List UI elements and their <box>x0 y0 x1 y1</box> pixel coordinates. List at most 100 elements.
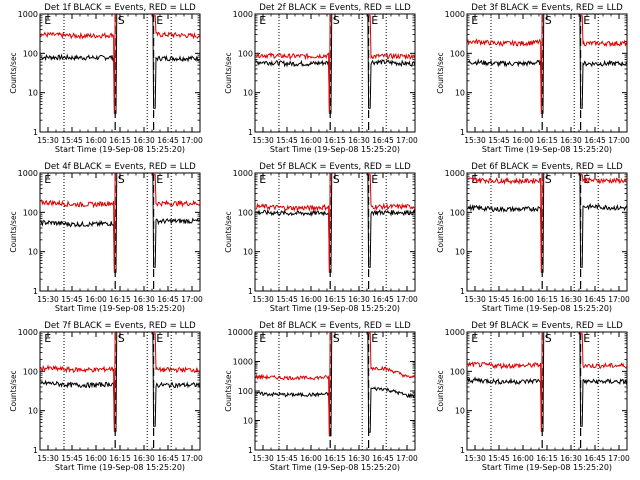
panel-title: Det 1f BLACK = Events, RED = LLD <box>44 3 196 13</box>
x-tick-label: 16:00 <box>512 136 534 145</box>
event-marker: E <box>44 14 51 27</box>
event-marker: E <box>371 332 378 345</box>
panel-title: Det 9f BLACK = Events, RED = LLD <box>471 321 623 331</box>
x-tick-label: 17:00 <box>181 295 203 304</box>
y-tick-label: 1 <box>33 287 38 296</box>
y-tick-label: 10 <box>243 89 253 98</box>
x-tick-label: 17:00 <box>608 295 630 304</box>
y-tick-label: 10 <box>243 248 253 257</box>
lld-series-line <box>467 14 627 114</box>
y-axis-label: Counts/sec <box>436 52 445 93</box>
plot-frame <box>466 13 628 133</box>
x-tick-label: 15:45 <box>488 454 510 463</box>
x-tick-label: 16:15 <box>324 295 346 304</box>
y-axis-label: Counts/sec <box>9 211 18 252</box>
x-axis-label: Start Time (19-Sep-08 15:25:20) <box>482 145 612 154</box>
x-tick-label: 16:45 <box>372 454 394 463</box>
x-tick-label: 15:30 <box>252 136 274 145</box>
event-marker: S <box>333 14 340 27</box>
x-tick-label: 15:30 <box>37 295 59 304</box>
x-tick-label: 16:00 <box>300 454 322 463</box>
x-tick-label: 15:45 <box>276 136 298 145</box>
y-tick-label: 1 <box>460 446 465 455</box>
event-marker: E <box>371 173 378 186</box>
y-tick-label: 1000 <box>18 10 38 19</box>
event-marker: S <box>545 14 552 27</box>
panel-title: Det 3f BLACK = Events, RED = LLD <box>471 3 623 13</box>
lld-series-line <box>40 173 200 273</box>
y-tick-label: 1000 <box>445 328 465 337</box>
events-series-line <box>467 173 627 273</box>
x-tick-label: 17:00 <box>396 454 418 463</box>
x-tick-label: 16:45 <box>157 454 179 463</box>
lld-series-line <box>255 173 415 273</box>
plot-frame <box>466 172 628 292</box>
y-tick-label: 1 <box>460 128 465 137</box>
event-marker: E <box>156 14 163 27</box>
panel-title: Det 7f BLACK = Events, RED = LLD <box>44 321 196 331</box>
y-tick-label: 100 <box>238 49 253 58</box>
x-tick-label: 16:00 <box>512 295 534 304</box>
x-tick-label: 15:30 <box>464 295 486 304</box>
y-tick-label: 10 <box>28 407 38 416</box>
events-series-line <box>40 332 200 432</box>
plot-frame <box>39 13 201 133</box>
x-tick-label: 16:45 <box>584 454 606 463</box>
y-tick-label: 100 <box>238 208 253 217</box>
events-series-line <box>255 332 415 437</box>
event-marker: S <box>118 14 125 27</box>
y-tick-label: 10 <box>455 248 465 257</box>
x-tick-label: 16:45 <box>372 295 394 304</box>
event-marker: S <box>118 332 125 345</box>
detector-panel-3: Det 3f BLACK = Events, RED = LLD 1 10 100 10… <box>436 3 630 154</box>
x-tick-label: 15:30 <box>252 295 274 304</box>
event-marker: E <box>156 332 163 345</box>
y-tick-label: 1 <box>33 446 38 455</box>
plot-frame <box>466 331 628 451</box>
events-series-line <box>40 14 200 114</box>
y-tick-label: 10 <box>455 89 465 98</box>
x-tick-label: 17:00 <box>608 136 630 145</box>
x-tick-label: 15:45 <box>488 136 510 145</box>
x-tick-label: 15:45 <box>488 295 510 304</box>
x-axis-label: Start Time (19-Sep-08 15:25:20) <box>55 145 185 154</box>
detector-panel-4: Det 4f BLACK = Events, RED = LLD 1 10 100 10… <box>9 162 203 313</box>
y-tick-label: 1000 <box>445 10 465 19</box>
events-series-line <box>467 14 627 114</box>
detector-panel-1: Det 1f BLACK = Events, RED = LLD 1 10 100 10… <box>9 3 203 154</box>
x-axis-label: Start Time (19-Sep-08 15:25:20) <box>55 463 185 472</box>
event-marker: E <box>259 173 266 186</box>
plot-frame <box>254 13 416 133</box>
plot-frame <box>254 172 416 292</box>
x-tick-label: 16:00 <box>300 136 322 145</box>
y-tick-label: 1000 <box>445 169 465 178</box>
y-axis-label: Counts/sec <box>9 52 18 93</box>
events-series-line <box>255 14 415 114</box>
x-tick-label: 16:45 <box>584 295 606 304</box>
event-marker: S <box>545 332 552 345</box>
y-tick-label: 1000 <box>233 169 253 178</box>
x-tick-label: 16:15 <box>536 295 558 304</box>
y-tick-label: 1 <box>460 287 465 296</box>
events-series-line <box>255 173 415 273</box>
y-axis-label: Counts/sec <box>224 211 233 252</box>
detector-panel-2: Det 2f BLACK = Events, RED = LLD 1 10 100 10… <box>224 3 418 154</box>
y-tick-label: 100 <box>23 208 38 217</box>
lld-series-line <box>255 332 415 436</box>
panel-title: Det 5f BLACK = Events, RED = LLD <box>259 162 411 172</box>
x-tick-label: 15:30 <box>252 454 274 463</box>
y-tick-label: 100 <box>23 367 38 376</box>
x-tick-label: 16:00 <box>85 295 107 304</box>
x-tick-label: 16:45 <box>157 136 179 145</box>
x-tick-label: 16:15 <box>109 136 131 145</box>
event-marker: E <box>156 173 163 186</box>
y-tick-label: 1 <box>248 287 253 296</box>
y-tick-label: 100 <box>450 49 465 58</box>
x-tick-label: 17:00 <box>396 136 418 145</box>
y-tick-label: 1 <box>248 128 253 137</box>
x-tick-label: 15:45 <box>276 454 298 463</box>
y-tick-label: 100 <box>450 208 465 217</box>
x-tick-label: 16:00 <box>85 136 107 145</box>
x-tick-label: 17:00 <box>181 136 203 145</box>
lld-series-line <box>40 14 200 114</box>
